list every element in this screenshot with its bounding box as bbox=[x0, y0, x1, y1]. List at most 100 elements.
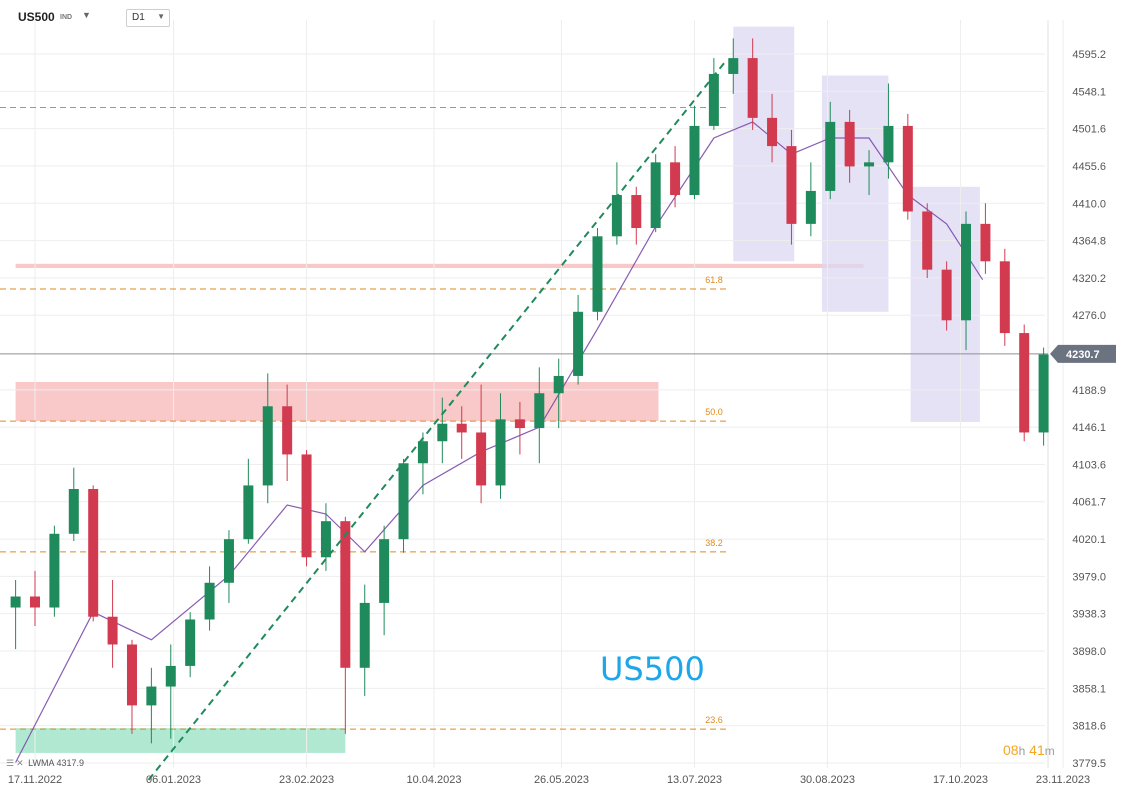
candle bbox=[747, 38, 758, 130]
candle-body bbox=[650, 162, 661, 229]
candle-body bbox=[68, 488, 79, 534]
candle bbox=[689, 105, 700, 200]
x-tick-label: 17.11.2022 bbox=[8, 774, 62, 786]
candle bbox=[126, 639, 137, 734]
symbol-dropdown-icon[interactable]: ▼ bbox=[82, 10, 91, 20]
candle-body bbox=[146, 686, 157, 706]
x-axis[interactable]: 17.11.2022 06.01.2023 23.02.2023 10.04.2023… bbox=[8, 774, 1090, 786]
candle bbox=[611, 162, 622, 245]
symbol-label[interactable]: US500 bbox=[18, 10, 55, 24]
y-tick-label: 3938.3 bbox=[1072, 609, 1106, 621]
resistance-zone bbox=[15, 381, 659, 422]
y-tick-label: 4410.0 bbox=[1072, 198, 1106, 210]
candle-body bbox=[611, 195, 622, 237]
fib-label: 23.6 bbox=[705, 715, 723, 725]
indicator-legend[interactable]: ☰ ✕ LWMA 4317.9 bbox=[6, 758, 84, 769]
candle bbox=[999, 248, 1010, 346]
y-tick-label: 4320.2 bbox=[1072, 273, 1106, 285]
grid-layer bbox=[0, 20, 1064, 768]
candle bbox=[708, 58, 719, 130]
timeframe-select[interactable]: D1 ▼ bbox=[126, 9, 170, 27]
candle-body bbox=[767, 117, 778, 147]
x-tick-label: 23.02.2023 bbox=[279, 774, 334, 786]
candle bbox=[437, 397, 448, 464]
candle bbox=[398, 458, 409, 553]
indicator-menu-icon[interactable]: ☰ bbox=[6, 758, 15, 768]
candle-body bbox=[670, 162, 681, 196]
candle bbox=[495, 393, 506, 499]
timer-minutes-unit: m bbox=[1044, 744, 1055, 758]
candle bbox=[223, 530, 234, 603]
candle-body bbox=[320, 521, 331, 558]
candle bbox=[301, 450, 312, 567]
candle-body bbox=[107, 616, 118, 645]
candle bbox=[980, 203, 991, 274]
candle-body bbox=[49, 533, 60, 608]
y-tick-label: 3818.6 bbox=[1072, 721, 1106, 733]
candle bbox=[359, 584, 370, 696]
y-axis[interactable]: 4595.2 4548.1 4501.6 4455.6 4410.0 4364.8 4320… bbox=[1072, 49, 1106, 770]
timeframe-value: D1 bbox=[132, 12, 145, 23]
candle bbox=[49, 525, 60, 617]
candle-body bbox=[340, 521, 351, 668]
fib-label: 38.2 bbox=[705, 538, 723, 548]
candle-body bbox=[514, 419, 525, 429]
y-tick-label: 4364.8 bbox=[1072, 236, 1106, 248]
candle-body bbox=[476, 432, 487, 486]
y-tick-label: 4146.1 bbox=[1072, 422, 1106, 434]
candle bbox=[185, 612, 196, 678]
candle bbox=[864, 150, 875, 196]
candle-body bbox=[1019, 333, 1030, 433]
candle bbox=[786, 129, 797, 245]
candle bbox=[883, 83, 894, 179]
indicator-value: 4317.9 bbox=[56, 758, 85, 768]
candle bbox=[592, 228, 603, 321]
candle-body bbox=[902, 125, 913, 212]
x-tick-label: 06.01.2023 bbox=[146, 774, 201, 786]
y-tick-label: 4501.6 bbox=[1072, 124, 1106, 136]
candle bbox=[514, 401, 525, 455]
candle bbox=[1038, 347, 1049, 446]
candle bbox=[670, 146, 681, 208]
candle bbox=[1019, 324, 1030, 442]
x-tick-label: 10.04.2023 bbox=[406, 774, 461, 786]
candle-body bbox=[747, 58, 758, 118]
trendline bbox=[147, 61, 726, 781]
candle-body bbox=[883, 125, 894, 163]
lwma-layer bbox=[15, 121, 984, 763]
candle bbox=[476, 384, 487, 504]
candle-body bbox=[999, 261, 1010, 334]
candle-body bbox=[126, 644, 137, 706]
candle-body bbox=[301, 454, 312, 558]
candle-body bbox=[379, 539, 390, 603]
candle bbox=[844, 109, 855, 183]
timer-minutes: 41 bbox=[1029, 742, 1045, 758]
fib-label: 50.0 bbox=[705, 407, 723, 417]
timer-hours-unit: h bbox=[1018, 744, 1026, 758]
candle-body bbox=[573, 311, 584, 376]
candle bbox=[961, 211, 972, 351]
candle-body bbox=[825, 121, 836, 191]
lwma-line bbox=[15, 121, 984, 763]
candle-body bbox=[980, 223, 991, 262]
candle bbox=[262, 373, 273, 504]
candle-body bbox=[88, 488, 99, 617]
highlight-box bbox=[821, 75, 889, 312]
y-tick-label: 4455.6 bbox=[1072, 161, 1106, 173]
chevron-down-icon: ▼ bbox=[157, 12, 165, 21]
candle-countdown: 08h 41m bbox=[1003, 742, 1055, 758]
candle-body bbox=[10, 596, 21, 608]
candle bbox=[650, 154, 661, 233]
candle-body bbox=[30, 596, 40, 608]
candle-body bbox=[728, 58, 739, 74]
close-icon[interactable]: ✕ bbox=[16, 758, 24, 768]
timer-hours: 08 bbox=[1003, 742, 1019, 758]
candle bbox=[941, 261, 952, 331]
candle-body bbox=[165, 665, 176, 687]
candle-body bbox=[844, 121, 855, 167]
candle bbox=[340, 516, 351, 734]
candle bbox=[631, 186, 642, 245]
candle-body bbox=[204, 582, 215, 620]
candle bbox=[282, 384, 293, 481]
